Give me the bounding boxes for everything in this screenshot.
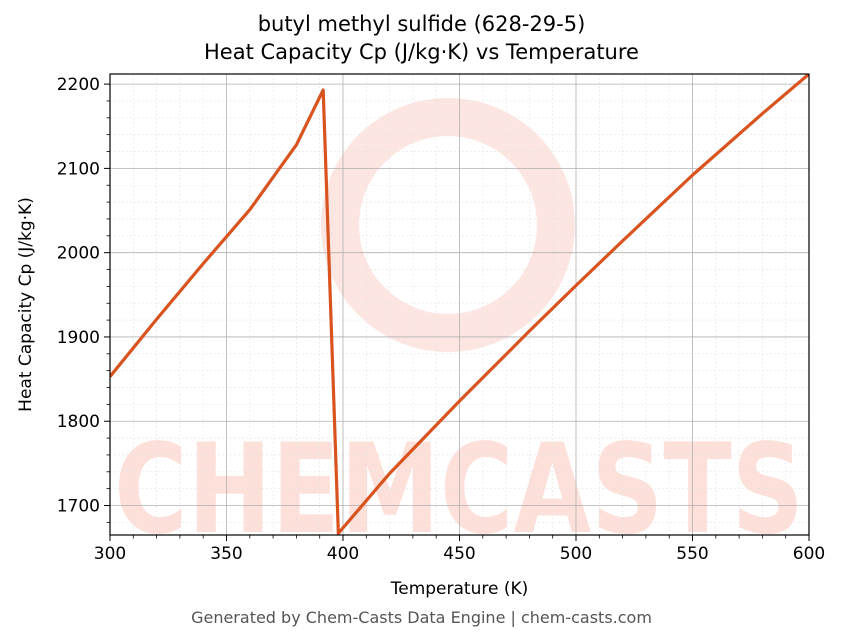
axis-ticks: 300 350 400 450 500 550 600 1700 1800 1900 2000 210… (57, 75, 825, 564)
chart-title-line-2: Heat Capacity Cp (J/kg·K) vs Temperature (204, 40, 639, 64)
y-tick-label: 2000 (57, 244, 100, 264)
series-layer (110, 74, 809, 535)
x-tick-label: 450 (443, 544, 475, 564)
x-tick-label: 500 (560, 544, 592, 564)
y-axis-label: Heat Capacity Cp (J/kg·K) (16, 197, 36, 412)
y-tick-label: 1900 (57, 328, 100, 348)
series-line-0 (110, 74, 809, 535)
y-tick-label: 1800 (57, 412, 100, 432)
x-tick-label: 300 (94, 544, 126, 564)
x-axis-label: Temperature (K) (390, 579, 529, 599)
y-tick-label: 1700 (57, 497, 100, 517)
x-tick-label: 350 (210, 544, 242, 564)
footer-credit: Generated by Chem-Casts Data Engine | ch… (191, 608, 652, 627)
chart-title-line-1: butyl methyl sulfide (628-29-5) (257, 12, 586, 36)
x-tick-label: 400 (327, 544, 359, 564)
x-tick-label: 550 (676, 544, 708, 564)
watermark-ring (321, 98, 575, 352)
watermark: CHEMCASTS (114, 98, 804, 562)
y-tick-label: 2200 (57, 75, 100, 95)
y-tick-label: 2100 (57, 159, 100, 179)
x-tick-label: 600 (793, 544, 825, 564)
